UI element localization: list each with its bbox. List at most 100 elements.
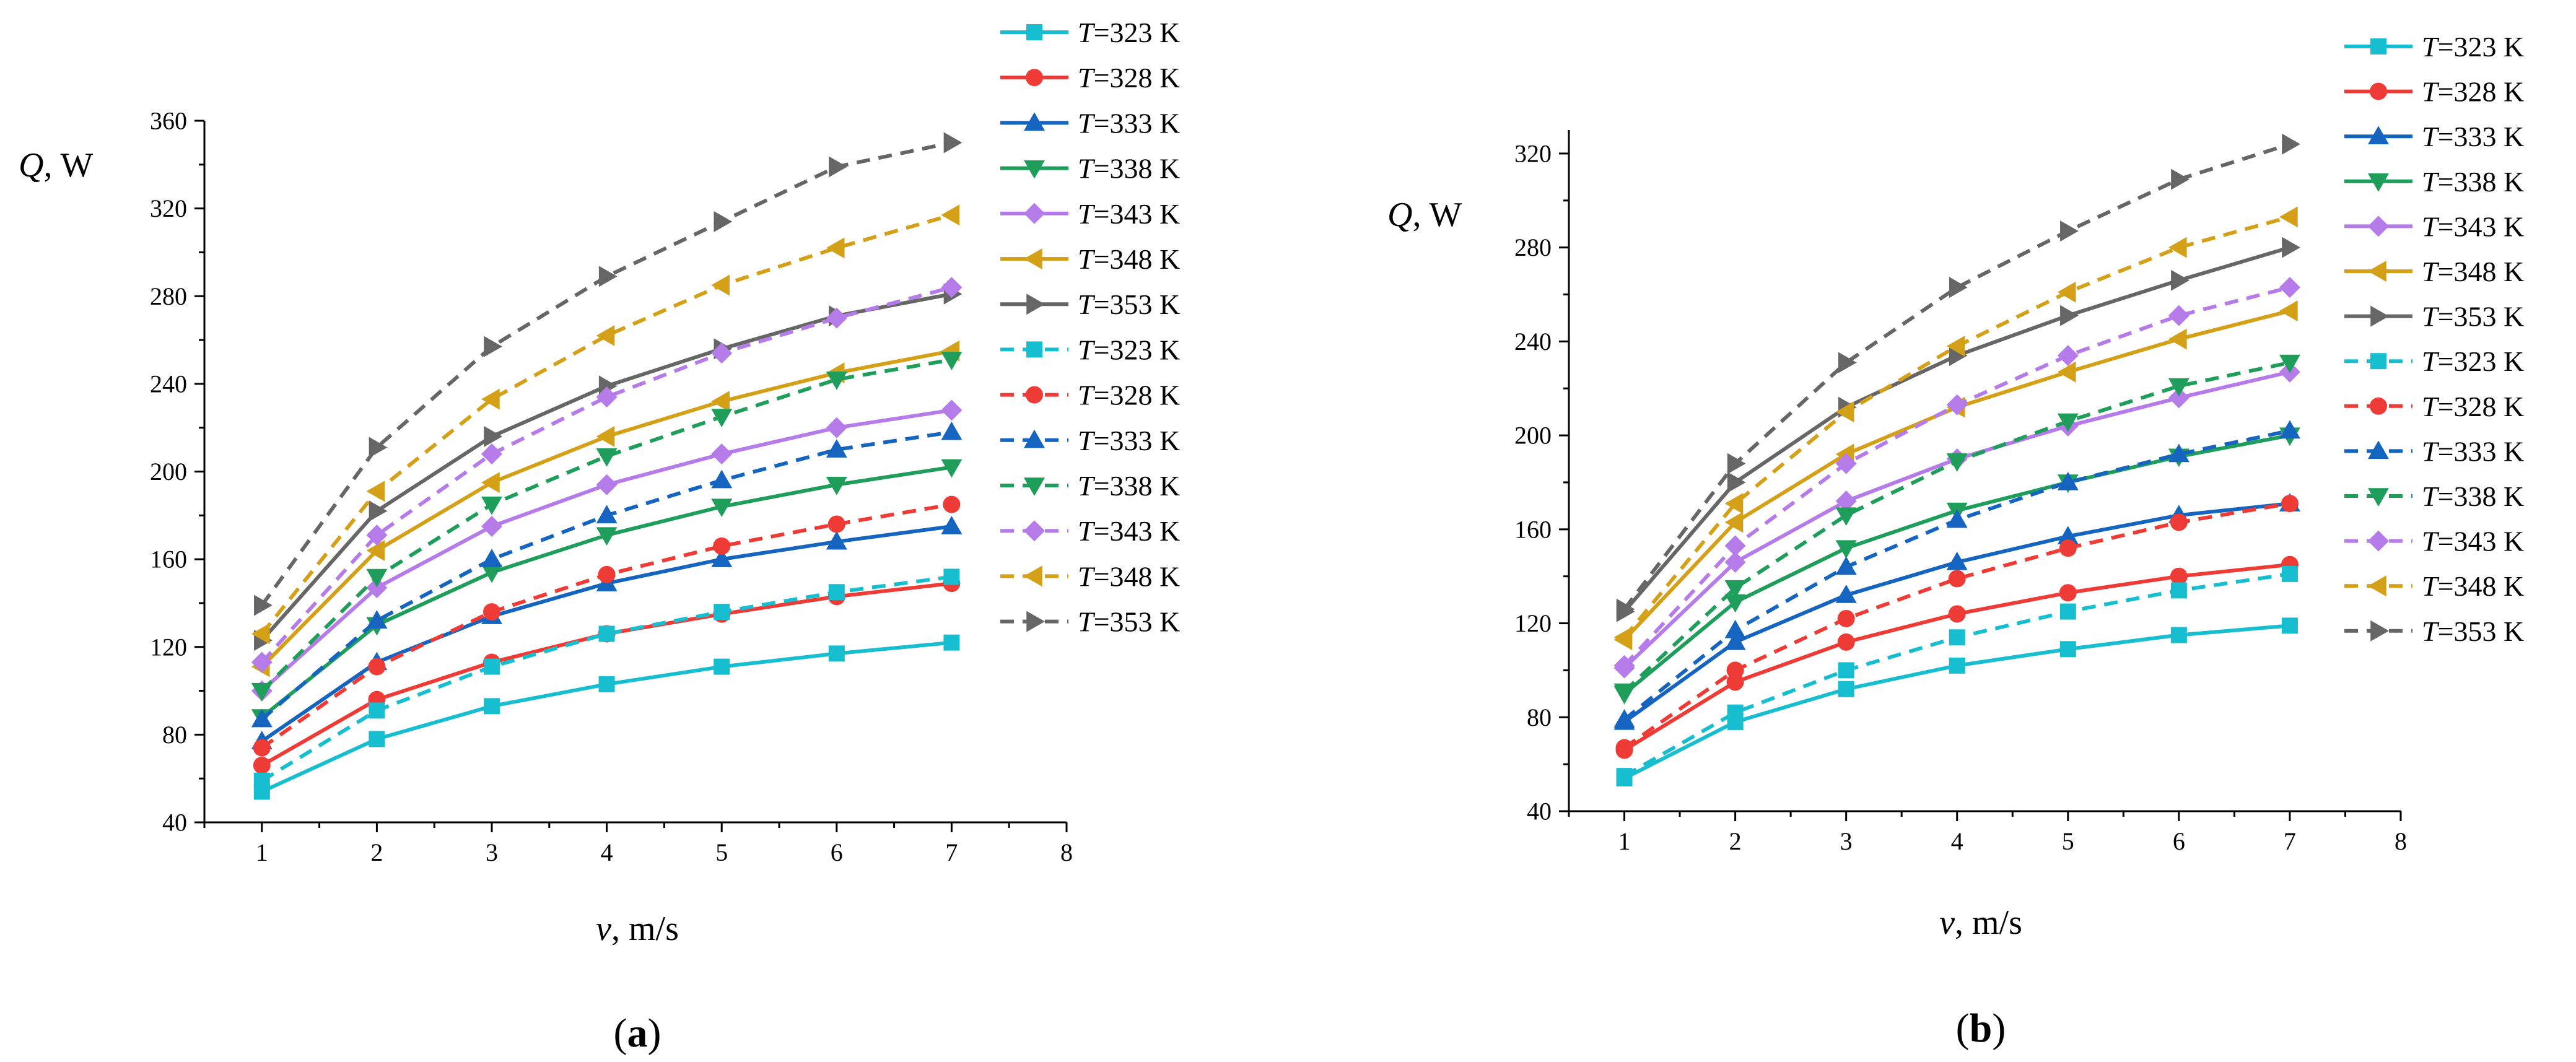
- data-point: [1724, 619, 1746, 638]
- series-343-solid: [251, 399, 963, 702]
- data-point: [596, 425, 615, 447]
- data-point: [941, 459, 963, 478]
- data-point: [1616, 598, 1635, 620]
- legend-label: T=348 K: [2422, 256, 2524, 287]
- legend-label: T=328 K: [2422, 390, 2524, 422]
- data-point: [598, 676, 615, 692]
- series-353-dashed: [1616, 133, 2300, 620]
- legend-label: T=353 K: [1078, 289, 1180, 320]
- y-tick-label: 280: [150, 282, 187, 310]
- data-point: [2057, 413, 2079, 432]
- y-tick-label: 160: [1514, 515, 1552, 543]
- x-tick-label: 1: [256, 838, 268, 866]
- data-point: [711, 342, 733, 364]
- legend-marker: [1026, 24, 1042, 40]
- legend-marker: [2370, 353, 2386, 370]
- data-point: [596, 448, 618, 467]
- data-point: [2171, 168, 2190, 190]
- legend-marker: [1024, 477, 1045, 496]
- data-point: [1616, 768, 1633, 785]
- y-tick-label: 200: [150, 458, 187, 485]
- data-point: [369, 437, 388, 458]
- series-338-dashed: [251, 352, 963, 702]
- data-point: [484, 336, 502, 357]
- x-tick-label: 7: [945, 838, 958, 866]
- data-point: [366, 610, 388, 629]
- series-328-dashed: [1615, 495, 2299, 757]
- legend-label: T=348 K: [1078, 560, 1180, 592]
- data-point: [484, 698, 500, 715]
- legend-label: T=338 K: [2422, 481, 2524, 512]
- y-tick-label: 360: [150, 107, 187, 135]
- data-point: [711, 549, 733, 567]
- data-point: [828, 645, 845, 662]
- data-point: [1613, 709, 1635, 728]
- data-point: [2279, 354, 2300, 373]
- data-point: [1835, 556, 1857, 575]
- legend-marker: [1024, 520, 1045, 542]
- data-point: [2170, 513, 2188, 531]
- data-point: [484, 425, 502, 447]
- data-point: [481, 564, 502, 583]
- data-point: [1724, 594, 1746, 613]
- legend-label: T=323 K: [2422, 31, 2524, 63]
- legend-marker: [1026, 386, 1043, 404]
- data-point: [1837, 609, 1855, 627]
- legend-marker: [1024, 565, 1042, 587]
- legend-marker: [1024, 248, 1042, 269]
- y-axis-title: Q, W: [19, 146, 93, 185]
- legend-marker: [1026, 294, 1045, 315]
- series-343-dashed: [251, 277, 963, 673]
- x-tick-label: 1: [1618, 827, 1631, 855]
- data-point: [1724, 631, 1746, 650]
- data-point: [1613, 655, 1635, 676]
- data-point: [2059, 539, 2077, 557]
- data-point: [1948, 605, 1966, 623]
- data-point: [1727, 453, 1746, 474]
- legend-marker: [2368, 530, 2389, 552]
- legend-label: T=348 K: [1078, 243, 1180, 275]
- series-353-dashed: [254, 132, 963, 616]
- data-point: [826, 237, 845, 259]
- data-point: [714, 211, 733, 232]
- series-348-dashed: [251, 204, 960, 645]
- data-point: [941, 399, 963, 421]
- legend-label: T=333 K: [1078, 107, 1180, 139]
- legend-label: T=348 K: [2422, 570, 2524, 602]
- data-point: [481, 516, 502, 538]
- legend-marker: [1026, 341, 1042, 358]
- data-point: [711, 391, 730, 412]
- data-point: [1946, 551, 1968, 570]
- data-point: [2279, 420, 2300, 439]
- legend-marker: [2368, 440, 2389, 459]
- data-point: [251, 623, 270, 645]
- data-point: [714, 658, 730, 675]
- data-point: [251, 708, 273, 728]
- series-323-dashed: [253, 568, 960, 789]
- y-tick-label: 280: [1514, 233, 1552, 261]
- data-point: [943, 495, 961, 513]
- legend-marker: [2370, 38, 2386, 54]
- legend-marker: [1024, 112, 1045, 131]
- data-point: [826, 417, 847, 438]
- legend-label: T=343 K: [1078, 198, 1180, 229]
- data-point: [366, 481, 385, 502]
- data-point: [481, 549, 502, 567]
- data-point: [2057, 526, 2079, 544]
- data-point: [1726, 661, 1744, 679]
- series-348-dashed: [1613, 206, 2298, 648]
- legend-label: T=353 K: [2422, 300, 2524, 332]
- data-point: [483, 603, 500, 621]
- legend-marker: [2368, 575, 2386, 597]
- legend-marker: [2370, 82, 2387, 100]
- data-point: [2281, 617, 2298, 634]
- data-point: [2059, 641, 2076, 658]
- data-point: [596, 386, 618, 408]
- data-point: [596, 527, 618, 546]
- data-point: [1835, 585, 1857, 603]
- data-point: [826, 439, 847, 458]
- y-tick-label: 120: [1514, 609, 1552, 637]
- legend-marker: [1026, 69, 1043, 87]
- data-point: [1949, 277, 1968, 298]
